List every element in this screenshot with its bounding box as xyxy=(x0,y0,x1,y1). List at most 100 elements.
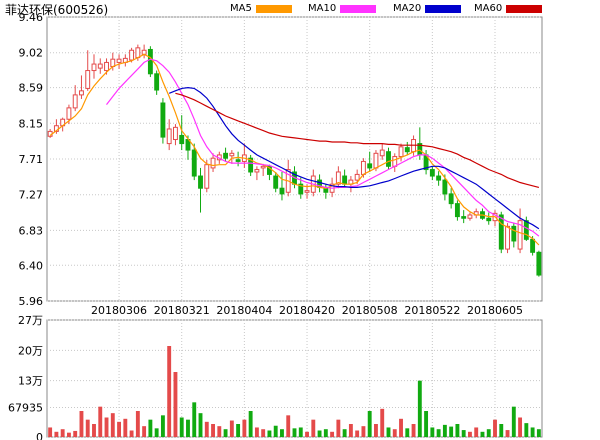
volume-bar xyxy=(186,419,190,437)
volume-bar xyxy=(530,427,535,437)
volume-bar xyxy=(142,426,147,437)
volume-bar xyxy=(92,424,96,437)
volume-bar xyxy=(505,430,510,437)
date-label: 20180404 xyxy=(216,304,272,317)
volume-bar xyxy=(348,424,353,437)
volume-bar xyxy=(123,418,128,437)
volume-bar xyxy=(374,424,378,437)
volume-tick-label: 67935 xyxy=(8,402,43,415)
volume-bar xyxy=(286,415,291,437)
volume-bar xyxy=(198,413,203,437)
volume-bar xyxy=(424,411,429,437)
volume-bar xyxy=(211,424,215,437)
ma5-line xyxy=(49,53,540,246)
legend-ma5-label: MA5 xyxy=(230,3,252,14)
volume-bar xyxy=(223,429,228,437)
volume-bar xyxy=(330,431,335,437)
volume-bar xyxy=(323,429,328,437)
volume-tick-label: 13万 xyxy=(18,375,43,388)
candle-down xyxy=(498,214,504,250)
volume-bar xyxy=(148,419,153,437)
volume-bar xyxy=(468,431,472,437)
volume-tick-label: 20万 xyxy=(18,344,43,357)
candle-up xyxy=(392,156,398,167)
candle-down xyxy=(454,203,460,218)
volume-bar xyxy=(66,432,71,437)
candle-down xyxy=(154,73,160,91)
legend-ma5-swatch xyxy=(255,4,292,13)
candle-down xyxy=(279,187,285,195)
candle-down xyxy=(235,159,241,162)
volume-bar xyxy=(442,424,447,437)
candle-up xyxy=(360,160,366,175)
volume-bar xyxy=(480,431,485,437)
candle-down xyxy=(342,175,348,185)
volume-bar xyxy=(229,420,234,437)
candle-down xyxy=(461,216,467,219)
date-label: 20180321 xyxy=(154,304,210,317)
volume-bar xyxy=(298,427,303,437)
volume-bar xyxy=(536,429,541,437)
volume-bar xyxy=(242,419,247,437)
volume-bar xyxy=(248,411,253,437)
candle-up xyxy=(204,164,210,189)
volume-bar xyxy=(411,424,416,437)
volume-bar xyxy=(455,424,460,437)
candle-up xyxy=(517,220,523,250)
price-tick-label: 8.15 xyxy=(19,117,44,130)
candle-down xyxy=(298,183,304,195)
candle-up xyxy=(116,58,122,63)
volume-bar xyxy=(380,408,385,437)
candle-down xyxy=(160,102,166,138)
volume-bar xyxy=(524,423,529,437)
candle-up xyxy=(373,152,379,169)
volume-bar xyxy=(518,417,523,437)
volume-bar xyxy=(499,424,504,437)
candle-down xyxy=(198,175,203,189)
volume-bar xyxy=(511,406,516,437)
volume-bar xyxy=(273,425,278,437)
volume-bar xyxy=(311,419,316,437)
ma10-line xyxy=(106,58,540,237)
volume-bar xyxy=(417,380,422,437)
candle-up xyxy=(72,94,78,109)
volume-bar xyxy=(160,415,165,437)
volume-tick-label: 0 xyxy=(36,431,43,440)
date-label: 20180420 xyxy=(279,304,335,317)
candle-down xyxy=(266,165,272,175)
volume-bar xyxy=(117,421,121,437)
volume-panel-frame xyxy=(46,319,543,438)
legend-ma60: MA60 xyxy=(474,3,543,14)
volume-bar xyxy=(449,426,454,437)
volume-bar xyxy=(73,430,78,437)
volume-bar xyxy=(486,429,491,437)
price-tick-label: 5.96 xyxy=(19,295,44,308)
volume-bar xyxy=(98,406,103,437)
stock-title: 菲达环保(600526) xyxy=(5,3,109,17)
volume-bar xyxy=(430,427,435,437)
volume-bar xyxy=(85,419,90,437)
volume-bar xyxy=(167,346,172,437)
volume-bar xyxy=(154,428,159,437)
candle-down xyxy=(486,217,492,222)
volume-bar xyxy=(405,428,410,437)
candle-down xyxy=(436,175,442,181)
candle-down xyxy=(442,179,448,195)
volume-bar xyxy=(392,429,397,437)
volume-bar xyxy=(436,429,441,437)
price-tick-label: 8.59 xyxy=(19,82,44,95)
candle-up xyxy=(66,107,72,120)
candle-down xyxy=(273,175,279,189)
candle-down xyxy=(448,193,454,205)
candle-up xyxy=(354,173,360,181)
candle-up xyxy=(79,90,84,96)
volume-bar xyxy=(54,431,59,437)
candle-up xyxy=(379,149,385,157)
candle-down xyxy=(530,238,536,253)
volume-tick-label: 27万 xyxy=(18,314,43,327)
volume-bar xyxy=(48,427,53,437)
volume-bar xyxy=(173,372,178,437)
candle-down xyxy=(191,149,197,177)
price-tick-label: 9.02 xyxy=(19,47,44,60)
